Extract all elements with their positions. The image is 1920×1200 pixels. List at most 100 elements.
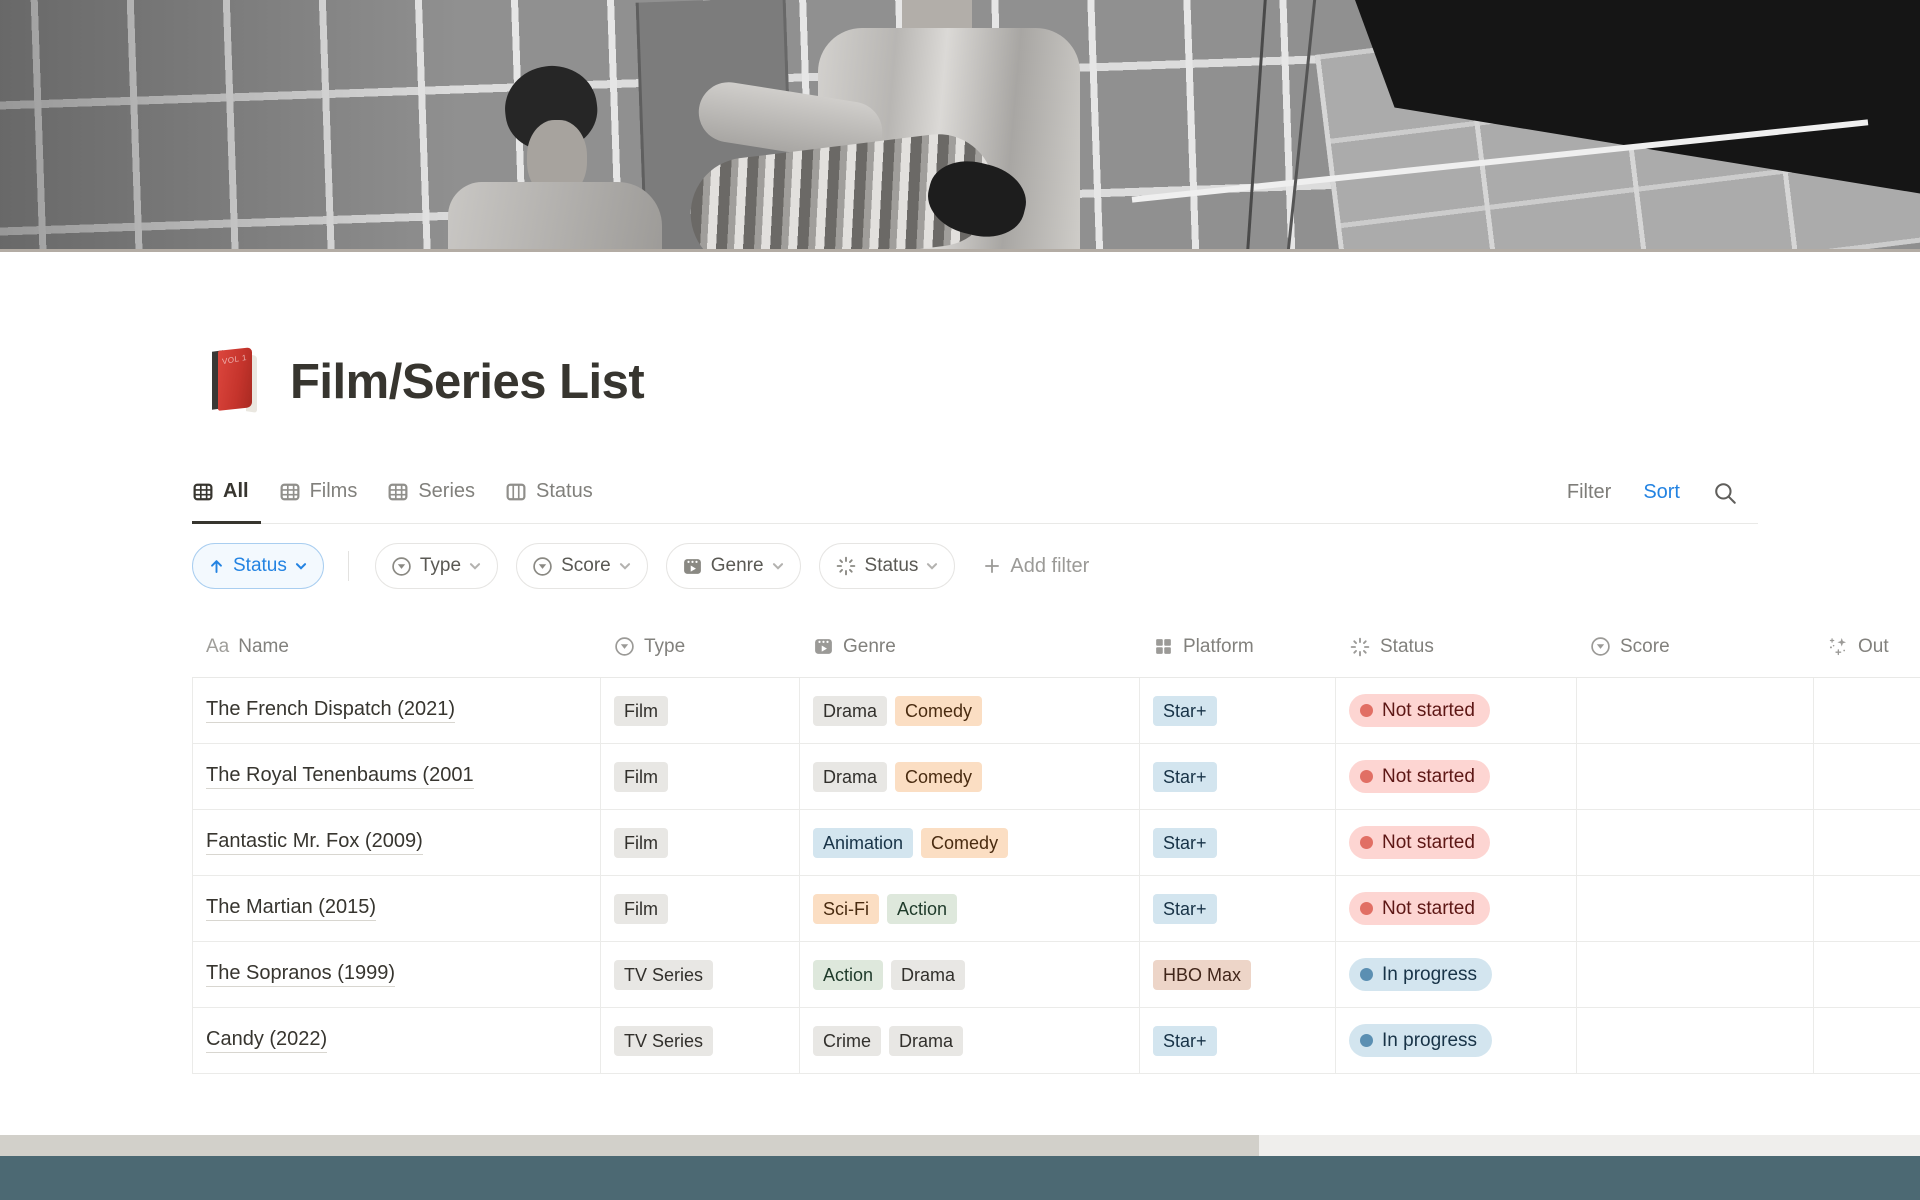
page-icon-red-book-emoji[interactable]: VOL 1 [204,347,268,417]
cell-score[interactable] [1577,810,1814,875]
cell-out[interactable] [1814,876,1920,941]
column-header-out[interactable]: Out [1813,616,1920,677]
search-icon[interactable] [1712,480,1738,506]
cell-score[interactable] [1577,1008,1814,1073]
tab-label: Films [309,480,358,502]
cell-type[interactable]: Film [601,744,800,809]
table-view-icon [279,481,301,503]
tab-series[interactable]: Series [375,462,487,524]
cell-platform[interactable]: Star+ [1140,744,1336,809]
cell-platform[interactable]: Star+ [1140,1008,1336,1073]
cell-name[interactable]: The Royal Tenenbaums (2001 [193,744,601,809]
cell-platform[interactable]: Star+ [1140,876,1336,941]
cell-name[interactable]: Candy (2022) [193,1008,601,1073]
cell-type[interactable]: TV Series [601,942,800,1007]
cell-status[interactable]: Not started [1336,744,1577,809]
filter-chip-status[interactable]: Status [818,543,956,589]
tab-status[interactable]: Status [493,462,605,524]
status-pill-not-started[interactable]: Not started [1349,892,1490,925]
status-label: In progress [1382,963,1478,985]
cell-out[interactable] [1814,942,1920,1007]
filter-chip-type[interactable]: Type [374,543,499,589]
status-pill-not-started[interactable]: Not started [1349,826,1490,859]
cell-type[interactable]: Film [601,678,800,743]
cell-genre[interactable]: Animation Comedy [800,810,1140,875]
cell-score[interactable] [1577,942,1814,1007]
page-link[interactable]: The Sopranos (1999) [206,962,396,987]
cell-name[interactable]: The French Dispatch (2021) [193,678,601,743]
cell-platform[interactable]: Star+ [1140,678,1336,743]
add-filter-button[interactable]: Add filter [977,554,1095,579]
cell-score[interactable] [1577,678,1814,743]
view-tabs-bar: All Films Series Status Filter Sort [192,462,1758,524]
page-link[interactable]: The Martian (2015) [206,896,377,921]
status-pill-not-started[interactable]: Not started [1349,694,1490,727]
cell-platform[interactable]: HBO Max [1140,942,1336,1007]
cell-genre[interactable]: Sci-Fi Action [800,876,1140,941]
cell-genre[interactable]: Drama Comedy [800,744,1140,809]
page-link[interactable]: Fantastic Mr. Fox (2009) [206,830,423,855]
cell-type[interactable]: TV Series [601,1008,800,1073]
page-title: Film/Series List [290,355,645,409]
status-pill-in-progress[interactable]: In progress [1349,1024,1493,1057]
sort-rule-chip-status[interactable]: Status [192,543,324,589]
cell-genre[interactable]: Drama Comedy [800,678,1140,743]
cell-score[interactable] [1577,876,1814,941]
horizontal-scrollbar[interactable] [0,1135,1920,1156]
column-header-name[interactable]: Aa Name [192,616,600,677]
cell-type[interactable]: Film [601,810,800,875]
tag-star-: Star+ [1153,827,1217,858]
scrollbar-thumb[interactable] [0,1135,1259,1156]
cell-status[interactable]: In progress [1336,942,1577,1007]
column-header-genre[interactable]: Genre [799,616,1139,677]
cell-status[interactable]: In progress [1336,1008,1577,1073]
cell-name[interactable]: The Martian (2015) [193,876,601,941]
filter-button[interactable]: Filter [1566,481,1612,503]
table-row: The Martian (2015) Film Sci-Fi Action Star+ N… [193,876,1920,942]
page-link[interactable]: The French Dispatch (2021) [206,698,456,723]
cell-name[interactable]: The Sopranos (1999) [193,942,601,1007]
cell-status[interactable]: Not started [1336,678,1577,743]
tab-label: All [223,480,249,502]
cell-out[interactable] [1814,810,1920,875]
book-vol-label: VOL 1 [221,352,248,367]
cell-genre[interactable]: Action Drama [800,942,1140,1007]
tag-star-: Star+ [1153,893,1217,924]
chevron-down-icon [294,559,308,573]
tab-all[interactable]: All [192,462,261,524]
tab-films[interactable]: Films [267,462,370,524]
filter-chip-score[interactable]: Score [516,543,648,589]
sort-button[interactable]: Sort [1643,481,1680,503]
text-property-icon: Aa [206,635,230,657]
book-cover: VOL 1 [218,347,252,411]
column-header-status[interactable]: Status [1335,616,1576,677]
cell-name[interactable]: Fantastic Mr. Fox (2009) [193,810,601,875]
status-pill-in-progress[interactable]: In progress [1349,958,1493,991]
column-header-platform[interactable]: Platform [1139,616,1335,677]
cell-genre[interactable]: Crime Drama [800,1008,1140,1073]
cell-out[interactable] [1814,678,1920,743]
cell-out[interactable] [1814,744,1920,809]
filter-chip-genre[interactable]: Genre [665,543,801,589]
status-pill-not-started[interactable]: Not started [1349,760,1490,793]
page-link[interactable]: Candy (2022) [206,1028,328,1053]
column-header-type[interactable]: Type [600,616,799,677]
board-view-icon [505,481,527,503]
cell-status[interactable]: Not started [1336,876,1577,941]
cell-score[interactable] [1577,744,1814,809]
cell-type[interactable]: Film [601,876,800,941]
tag-film: Film [614,761,668,792]
status-property-icon [1349,636,1371,658]
status-dot-icon [1360,968,1373,981]
ai-sparkles-icon [1827,636,1849,658]
plus-icon [983,557,1001,575]
cell-out[interactable] [1814,1008,1920,1073]
column-header-score[interactable]: Score [1576,616,1813,677]
page-link[interactable]: The Royal Tenenbaums (2001 [206,764,474,789]
cell-status[interactable]: Not started [1336,810,1577,875]
table-view-icon [387,481,409,503]
select-property-icon [532,556,553,577]
cell-platform[interactable]: Star+ [1140,810,1336,875]
table-row: The Sopranos (1999) TV Series Action Drama H… [193,942,1920,1008]
